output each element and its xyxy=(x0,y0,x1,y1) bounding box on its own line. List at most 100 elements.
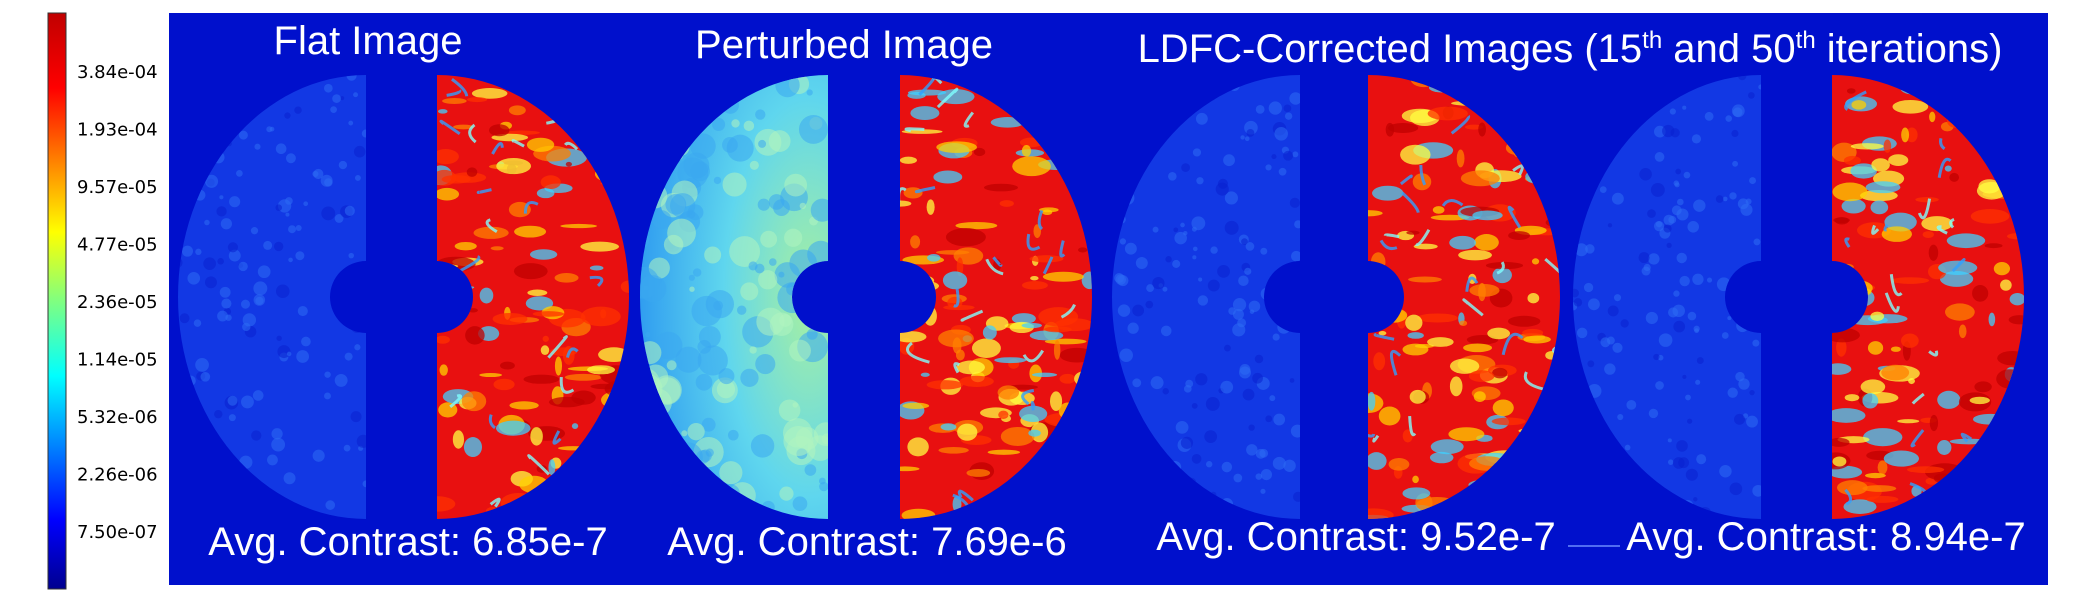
speckle xyxy=(1607,305,1619,317)
speckle xyxy=(1119,238,1127,245)
speckle xyxy=(1183,231,1188,236)
speckle xyxy=(203,257,216,271)
streak xyxy=(953,288,960,308)
speckle xyxy=(1883,450,1920,467)
speckle xyxy=(1531,258,1540,265)
speckle xyxy=(1487,327,1511,340)
speckle xyxy=(1429,451,1454,464)
speckle xyxy=(324,392,331,400)
speckle xyxy=(1740,203,1753,216)
streak xyxy=(1512,164,1525,176)
speckle xyxy=(227,242,238,253)
speckle xyxy=(354,174,361,181)
speckle xyxy=(344,352,353,361)
speckle xyxy=(1248,424,1255,431)
speckle xyxy=(779,486,794,501)
streak xyxy=(488,414,496,430)
streak xyxy=(1871,224,1880,235)
title-sup: th xyxy=(1796,27,1816,54)
speckle xyxy=(900,331,927,343)
speckle xyxy=(1679,275,1690,287)
speckle xyxy=(1260,469,1273,481)
speckle xyxy=(1719,465,1732,478)
speckle xyxy=(321,206,336,221)
speckle xyxy=(1265,164,1272,171)
speckle xyxy=(1081,271,1092,290)
speckle xyxy=(726,134,754,162)
speckle xyxy=(1706,277,1713,283)
speckle xyxy=(1670,128,1680,138)
speckle xyxy=(1653,353,1660,361)
speckle xyxy=(955,349,965,361)
streak xyxy=(1844,488,1853,506)
speckle xyxy=(442,98,467,104)
speckle xyxy=(1732,160,1739,167)
speckle xyxy=(1468,370,1495,382)
speckle xyxy=(354,344,361,351)
streak xyxy=(446,89,462,97)
speckle xyxy=(900,156,917,164)
title: Flat Image xyxy=(274,19,463,63)
speckle xyxy=(1890,346,1901,352)
speckle xyxy=(1191,454,1202,464)
speckle xyxy=(340,96,345,101)
speckle xyxy=(935,250,970,255)
speckle xyxy=(1268,101,1282,115)
speckle xyxy=(1197,295,1209,306)
speckle xyxy=(1752,339,1760,347)
streak xyxy=(1022,349,1045,363)
speckle xyxy=(1523,335,1551,344)
speckle xyxy=(1011,313,1036,324)
speckle xyxy=(2000,279,2012,291)
speckle xyxy=(1746,415,1758,428)
speckle xyxy=(784,173,808,197)
speckle xyxy=(1695,379,1701,385)
speckle xyxy=(503,130,540,135)
speckle xyxy=(254,143,261,150)
speckle xyxy=(288,257,293,263)
speckle xyxy=(1232,308,1244,320)
speckle xyxy=(1246,444,1258,456)
speckle xyxy=(1881,364,1910,381)
speckle xyxy=(554,273,579,283)
speckle xyxy=(926,380,964,390)
contrast-label: Avg. Contrast: 6.85e-7 xyxy=(208,520,608,564)
speckle xyxy=(620,280,629,293)
streak xyxy=(1501,332,1524,356)
speckle xyxy=(1682,374,1687,379)
speckle xyxy=(1673,320,1686,333)
speckle xyxy=(1676,440,1688,452)
speckle xyxy=(1165,256,1172,263)
speckle xyxy=(1599,186,1607,194)
streak xyxy=(449,394,463,409)
speckle xyxy=(225,314,232,321)
colorbar-tick-label: 5.32e-06 xyxy=(77,407,158,428)
streak xyxy=(1496,261,1505,275)
speckle xyxy=(773,199,790,216)
speckle xyxy=(1132,304,1145,317)
speckle xyxy=(312,449,325,462)
speckle xyxy=(760,230,778,248)
streak xyxy=(1951,257,1966,273)
speckle xyxy=(1210,246,1218,254)
speckle xyxy=(1870,311,1885,322)
streak xyxy=(1372,434,1380,443)
speckle xyxy=(200,371,211,382)
colorbar-tick-label: 7.50e-07 xyxy=(77,522,158,543)
speckle xyxy=(554,356,563,376)
speckle xyxy=(277,345,291,359)
speckle xyxy=(701,417,716,432)
speckle xyxy=(1832,437,1850,447)
speckle xyxy=(1915,197,1939,203)
streak xyxy=(1060,303,1076,319)
speckle xyxy=(1198,277,1203,282)
speckle xyxy=(1449,376,1463,397)
speckle xyxy=(353,145,366,158)
speckle xyxy=(1727,387,1738,398)
speckle xyxy=(1624,444,1631,451)
speckle xyxy=(496,157,532,175)
speckle xyxy=(1749,389,1755,396)
speckle xyxy=(1508,231,1531,240)
speckle xyxy=(1676,252,1687,264)
speckle xyxy=(1648,253,1660,265)
